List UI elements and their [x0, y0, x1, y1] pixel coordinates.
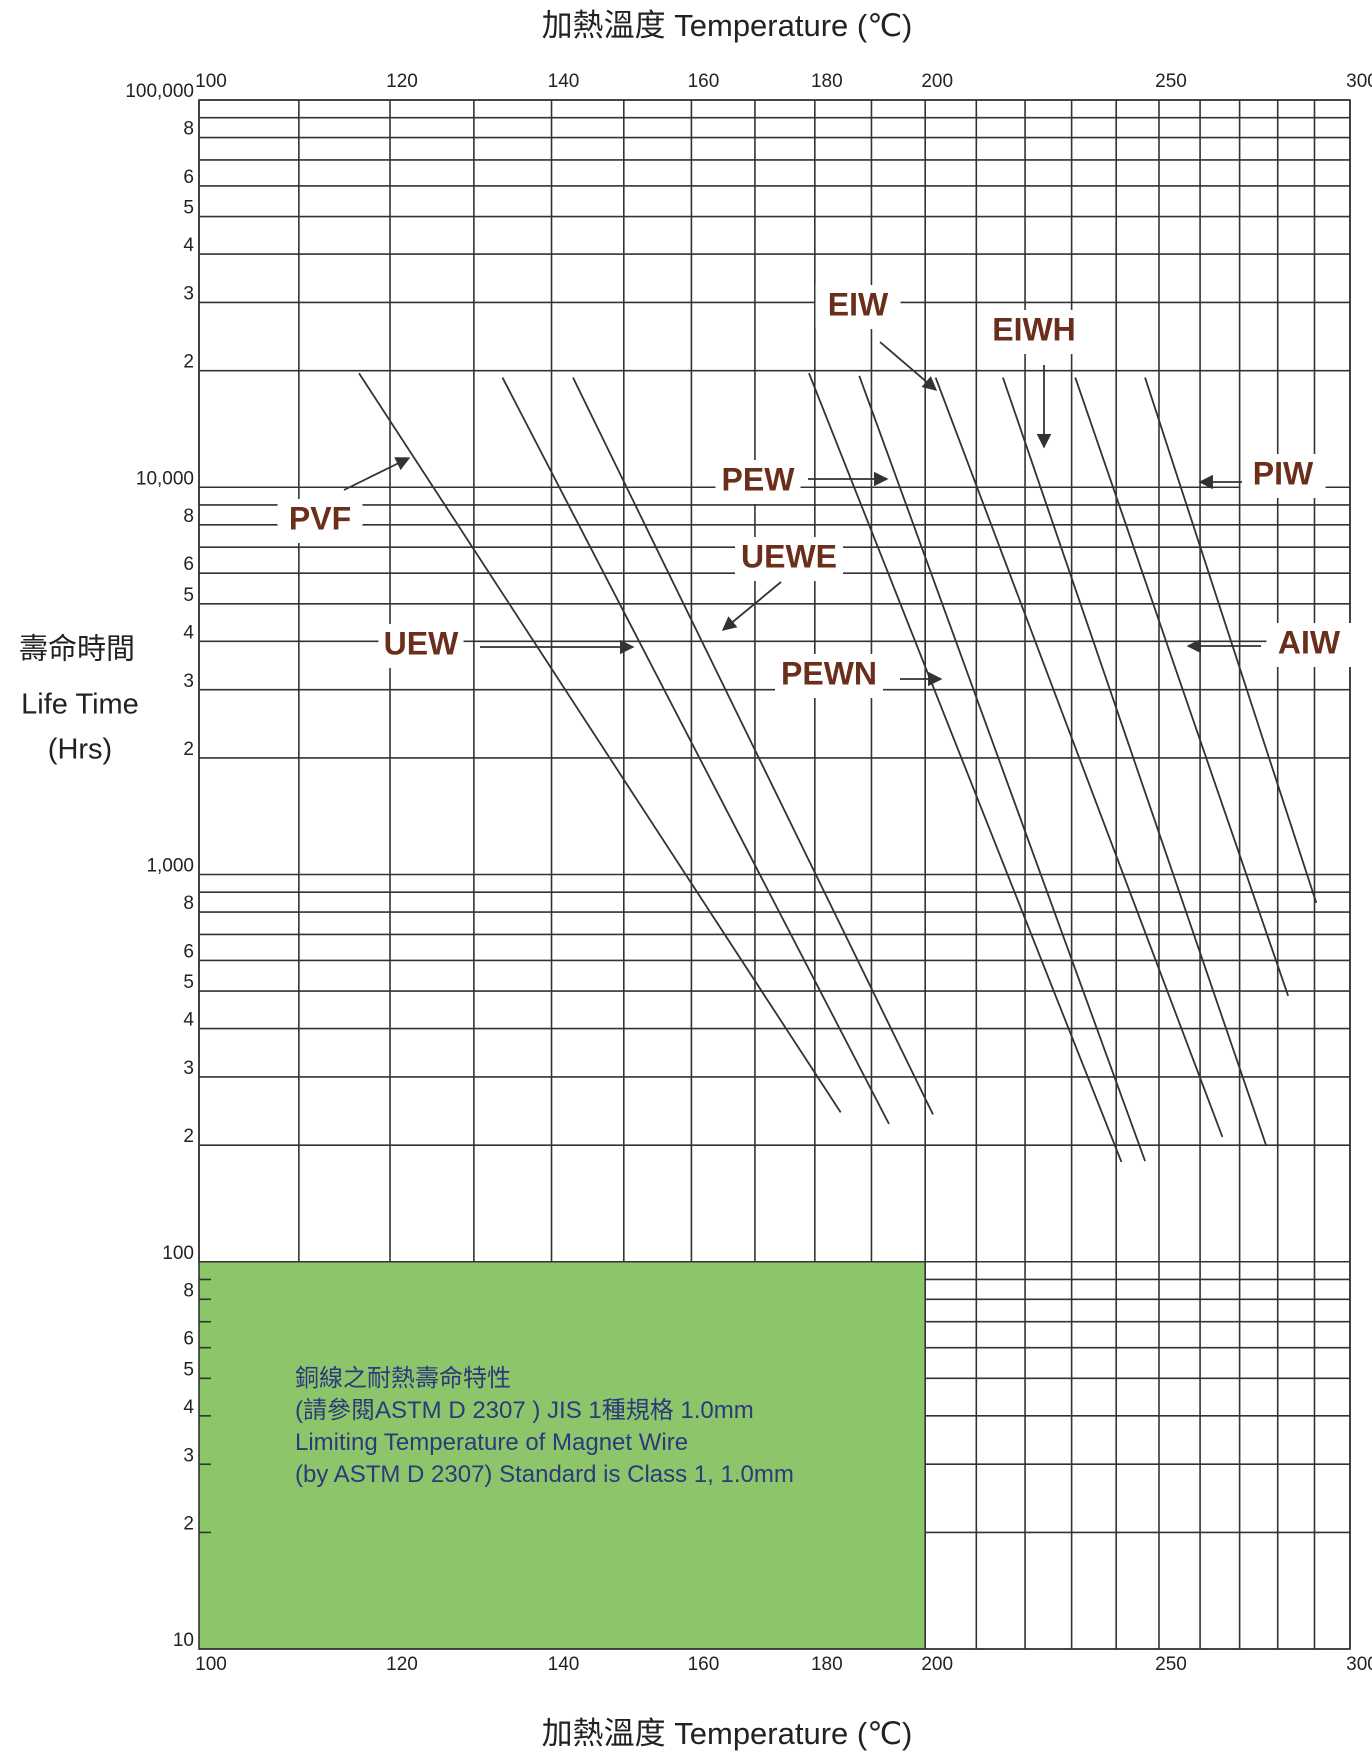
- x-tick-label: 200: [921, 71, 953, 92]
- y-tick-label: 5: [183, 585, 194, 606]
- chart-title: 加熱溫度 Temperature (℃): [542, 8, 913, 43]
- y-tick-label: 8: [183, 506, 194, 527]
- label-bg: [815, 285, 901, 329]
- y-axis-title: Life Time: [21, 689, 139, 721]
- x-tick-label: 180: [811, 71, 843, 92]
- x-axis-title: 加熱溫度 Temperature (℃): [542, 1716, 913, 1751]
- series-label: EIWH: [992, 311, 1076, 347]
- series-label: UEWE: [741, 538, 837, 574]
- label-arrow: [879, 341, 938, 391]
- series-line: [358, 372, 842, 1113]
- x-tick-label: 160: [688, 1654, 720, 1675]
- x-tick-label: 120: [386, 1654, 418, 1675]
- y-tick-label: 100: [162, 1243, 194, 1264]
- y-tick-label: 4: [183, 622, 194, 643]
- y-tick-label: 3: [183, 284, 194, 305]
- series-line: [934, 377, 1224, 1138]
- x-tick-label: 120: [386, 71, 418, 92]
- highlight-text: (請參閱ASTM D 2307 ) JIS 1種規格 1.0mm: [295, 1397, 754, 1424]
- highlight-text: (by ASTM D 2307) Standard is Class 1, 1.…: [295, 1461, 794, 1488]
- x-tick-label: 180: [811, 1654, 843, 1675]
- y-tick-label: 5: [183, 198, 194, 219]
- series-line: [1144, 377, 1318, 904]
- y-tick-label: 4: [183, 235, 194, 256]
- series-label: PIW: [1253, 455, 1314, 491]
- y-tick-label: 1,000: [146, 856, 194, 877]
- y-tick-label: 3: [183, 671, 194, 692]
- y-tick-label: 8: [183, 1280, 194, 1301]
- series-label: UEW: [384, 625, 459, 661]
- series-line: [808, 372, 1123, 1163]
- x-tick-label: 300: [1346, 1654, 1372, 1675]
- x-tick-label: 140: [548, 1654, 580, 1675]
- series-line: [501, 377, 890, 1125]
- y-tick-label: 2: [183, 1513, 194, 1534]
- y-tick-label: 6: [183, 1329, 194, 1350]
- y-tick-label: 2: [183, 1126, 194, 1147]
- series-line: [858, 375, 1146, 1162]
- series-label: PEWN: [781, 655, 877, 691]
- y-tick-label: 6: [183, 554, 194, 575]
- label-bg: [980, 310, 1088, 354]
- x-tick-label: 200: [921, 1654, 953, 1675]
- x-tick-label: 250: [1155, 71, 1187, 92]
- label-arrow: [721, 581, 782, 631]
- series-label: PVF: [289, 500, 351, 536]
- y-tick-label: 10,000: [136, 468, 194, 489]
- x-tick-label: 100: [195, 1654, 227, 1675]
- x-tick-label: 140: [548, 71, 580, 92]
- y-tick-label: 100,000: [125, 81, 194, 102]
- y-axis-title: 壽命時間: [19, 633, 135, 666]
- x-tick-label: 160: [688, 71, 720, 92]
- highlight-text: 銅線之耐熱壽命特性: [295, 1365, 511, 1392]
- label-bg: [378, 624, 464, 668]
- y-tick-label: 3: [183, 1445, 194, 1466]
- y-tick-label: 5: [183, 1359, 194, 1380]
- y-tick-label: 2: [183, 352, 194, 373]
- y-tick-label: 2: [183, 739, 194, 760]
- y-tick-label: 4: [183, 1010, 194, 1031]
- y-tick-label: 8: [183, 119, 194, 140]
- label-bg: [775, 654, 883, 698]
- x-tick-label: 300: [1346, 71, 1372, 92]
- series-line: [1074, 377, 1289, 997]
- plot-border: [198, 99, 1351, 1650]
- x-tick-label: 100: [195, 71, 227, 92]
- label-arrow: [343, 457, 411, 491]
- y-tick-label: 6: [183, 167, 194, 188]
- label-bg: [715, 460, 801, 504]
- y-tick-label: 10: [173, 1630, 194, 1651]
- highlight-box: [199, 1261, 926, 1649]
- series-line: [1002, 377, 1267, 1146]
- y-axis-title: (Hrs): [48, 734, 112, 766]
- x-tick-label: 250: [1155, 1654, 1187, 1675]
- label-bg: [1266, 623, 1352, 667]
- series-label: PEW: [722, 461, 796, 497]
- label-bg: [735, 537, 843, 581]
- y-tick-label: 3: [183, 1058, 194, 1079]
- label-bg: [1240, 454, 1326, 498]
- y-tick-label: 5: [183, 972, 194, 993]
- series-label: EIW: [828, 286, 889, 322]
- series-label: AIW: [1278, 624, 1341, 660]
- y-tick-label: 8: [183, 893, 194, 914]
- highlight-text: Limiting Temperature of Magnet Wire: [295, 1429, 688, 1456]
- series-line: [572, 377, 934, 1115]
- label-bg: [277, 499, 363, 543]
- y-tick-label: 6: [183, 941, 194, 962]
- y-tick-label: 4: [183, 1397, 194, 1418]
